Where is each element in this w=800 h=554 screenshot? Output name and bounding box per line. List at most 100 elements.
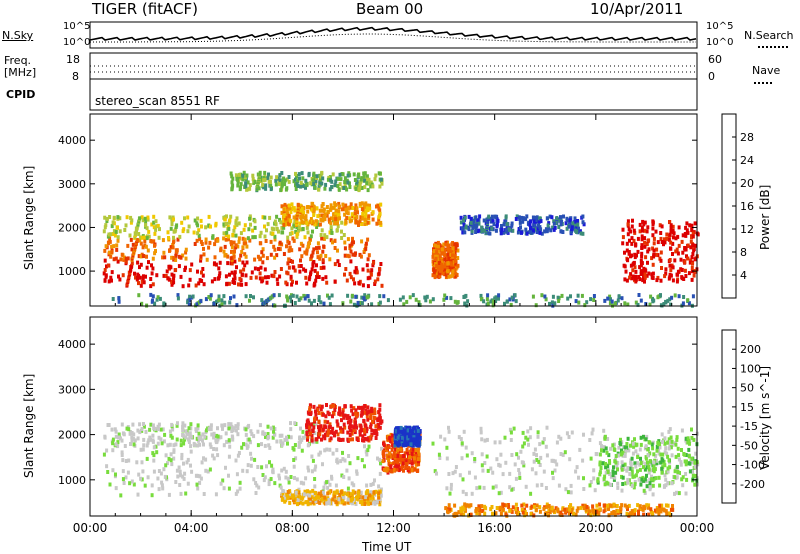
power-data-cell bbox=[686, 298, 690, 303]
power-data-cell bbox=[214, 238, 218, 243]
power-data-cell bbox=[669, 229, 673, 233]
power-data-cell bbox=[261, 253, 265, 258]
velocity-data-cell bbox=[330, 404, 334, 409]
power-data-cell bbox=[295, 174, 298, 178]
power-data-cell bbox=[263, 267, 267, 272]
power-data-cell bbox=[567, 224, 571, 229]
power-data-cell bbox=[652, 248, 656, 253]
power-data-cell bbox=[323, 233, 327, 238]
velocity-data-cell bbox=[401, 428, 405, 433]
power-data-cell bbox=[259, 265, 263, 270]
power-data-cell bbox=[198, 237, 202, 242]
power-data-cell bbox=[306, 294, 310, 299]
power-data-cell bbox=[408, 295, 412, 300]
velocity-data-cell bbox=[293, 421, 297, 426]
velocity-data-cell bbox=[547, 508, 551, 513]
velocity-data-cell bbox=[280, 468, 284, 473]
power-data-cell bbox=[690, 235, 693, 240]
power-data-cell bbox=[243, 223, 247, 228]
nave-tick-high: 60 bbox=[708, 53, 722, 66]
power-data-cell bbox=[371, 263, 375, 268]
velocity-data-cell bbox=[308, 408, 312, 413]
power-data-cell bbox=[462, 223, 466, 228]
velocity-data-cell bbox=[315, 416, 318, 421]
power-data-cell bbox=[152, 239, 156, 244]
power-data-cell bbox=[258, 170, 262, 175]
velocity-data-cell bbox=[659, 460, 663, 465]
power-data-cell bbox=[322, 301, 326, 306]
power-data-cell bbox=[311, 250, 315, 255]
power-data-cell bbox=[346, 173, 350, 178]
velocity-data-cell bbox=[655, 444, 659, 449]
power-data-cell bbox=[144, 244, 148, 249]
velocity-data-cell bbox=[341, 437, 345, 442]
velocity-data-cell bbox=[373, 407, 377, 412]
power-data-cell bbox=[133, 234, 137, 239]
power-data-cell bbox=[279, 220, 283, 225]
velocity-data-cell bbox=[176, 474, 180, 479]
velocity-data-cell bbox=[417, 442, 420, 446]
velocity-data-cell bbox=[403, 451, 407, 456]
velocity-data-cell bbox=[329, 436, 333, 441]
velocity-data-cell bbox=[655, 448, 659, 453]
velocity-data-cell bbox=[550, 506, 554, 511]
power-data-cell bbox=[654, 252, 658, 257]
power-data-cell bbox=[352, 302, 356, 307]
power-data-cell bbox=[344, 207, 348, 212]
power-data-cell bbox=[114, 256, 118, 261]
power-data-cell bbox=[659, 236, 663, 241]
velocity-data-cell bbox=[417, 435, 421, 440]
nsearch-tick-high: 10^5 bbox=[706, 21, 734, 32]
power-data-cell bbox=[186, 215, 190, 220]
power-data-cell bbox=[367, 177, 371, 182]
power-data-cell bbox=[314, 219, 318, 224]
power-data-cell bbox=[290, 293, 293, 298]
power-data-cell bbox=[322, 244, 326, 249]
power-data-cell bbox=[232, 294, 236, 299]
power-data-cell bbox=[116, 238, 120, 243]
velocity-data-cell bbox=[646, 453, 650, 458]
power-data-cell bbox=[640, 234, 644, 239]
power-data-cell bbox=[280, 180, 284, 185]
velocity-data-cell bbox=[117, 435, 120, 440]
power-data-cell bbox=[564, 221, 568, 226]
power-data-cell bbox=[453, 274, 457, 279]
power-data-cell bbox=[278, 217, 282, 222]
velocity-data-cell bbox=[602, 476, 606, 481]
velocity-data-cell bbox=[146, 440, 150, 445]
velocity-data-cell bbox=[308, 493, 312, 498]
velocity-data-cell bbox=[361, 434, 365, 439]
power-data-cell bbox=[149, 239, 153, 243]
power-data-cell bbox=[193, 218, 197, 223]
power-data-cell bbox=[471, 222, 475, 227]
power-data-cell bbox=[139, 283, 143, 288]
velocity-data-cell bbox=[448, 491, 452, 496]
velocity-data-cell bbox=[484, 506, 488, 511]
power-data-cell bbox=[306, 230, 310, 235]
power-data-cell bbox=[235, 265, 238, 270]
power-data-cell bbox=[456, 256, 460, 260]
velocity-data-cell bbox=[504, 503, 508, 508]
power-data-cell bbox=[448, 265, 452, 269]
power-data-cell bbox=[208, 240, 212, 245]
power-data-cell bbox=[285, 270, 289, 275]
velocity-data-cell bbox=[360, 411, 364, 416]
velocity-data-cell bbox=[296, 498, 300, 502]
velocity-data-cell bbox=[602, 448, 606, 453]
velocity-data-cell bbox=[346, 486, 350, 491]
power-data-cell bbox=[304, 214, 308, 219]
power-data-cell bbox=[659, 278, 663, 283]
velocity-data-cell bbox=[364, 408, 368, 413]
power-data-cell bbox=[434, 254, 438, 259]
velocity-data-cell bbox=[172, 443, 176, 448]
power-data-cell bbox=[625, 248, 629, 253]
power-data-cell bbox=[223, 300, 227, 305]
velocity-data-cell bbox=[570, 510, 573, 515]
power-data-cell bbox=[336, 221, 339, 226]
nsearch-label: N.Search bbox=[744, 29, 794, 42]
power-data-cell bbox=[504, 214, 508, 219]
power-data-cell bbox=[161, 238, 165, 243]
velocity-data-cell bbox=[184, 435, 188, 440]
velocity-data-cell bbox=[305, 425, 309, 430]
power-data-cell bbox=[122, 257, 126, 262]
